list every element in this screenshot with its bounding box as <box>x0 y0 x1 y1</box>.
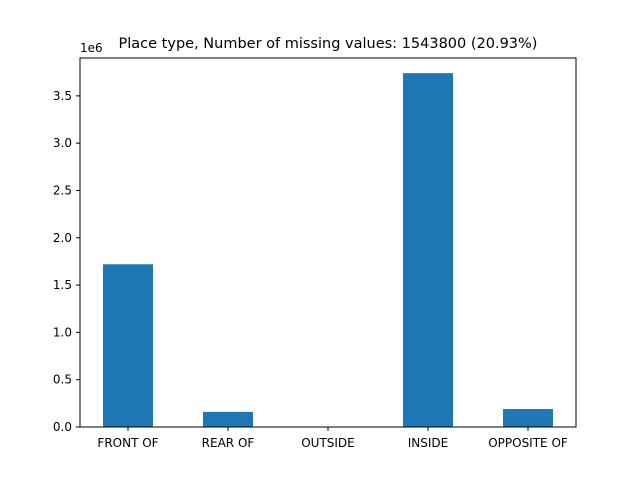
y-offset-label: 1e6 <box>80 41 103 55</box>
y-tick-label: 0.5 <box>53 373 72 387</box>
bar-inside <box>403 73 453 427</box>
y-tick-label: 0.0 <box>53 420 72 434</box>
y-tick-label: 3.5 <box>53 89 72 103</box>
x-tick-label: FRONT OF <box>97 436 158 450</box>
x-tick-label: INSIDE <box>408 436 449 450</box>
y-tick-label: 1.0 <box>53 325 72 339</box>
bar-rear-of <box>203 411 253 427</box>
bar-opposite-of <box>503 409 553 427</box>
x-axis: FRONT OF REAR OF OUTSIDE INSIDE OPPOSITE OF <box>97 427 568 450</box>
y-tick-label: 2.0 <box>53 231 72 245</box>
x-tick-label: OPPOSITE OF <box>488 436 568 450</box>
y-tick-label: 2.5 <box>53 183 72 197</box>
y-tick-label: 1.5 <box>53 278 72 292</box>
x-tick-label: OUTSIDE <box>301 436 355 450</box>
bars <box>103 73 553 427</box>
bar-front-of <box>103 264 153 427</box>
x-tick-label: REAR OF <box>202 436 255 450</box>
y-axis: 0.0 0.5 1.0 1.5 2.0 2.5 3.0 3.5 <box>53 89 80 434</box>
chart-title: Place type, Number of missing values: 15… <box>119 36 538 52</box>
y-tick-label: 3.0 <box>53 136 72 150</box>
